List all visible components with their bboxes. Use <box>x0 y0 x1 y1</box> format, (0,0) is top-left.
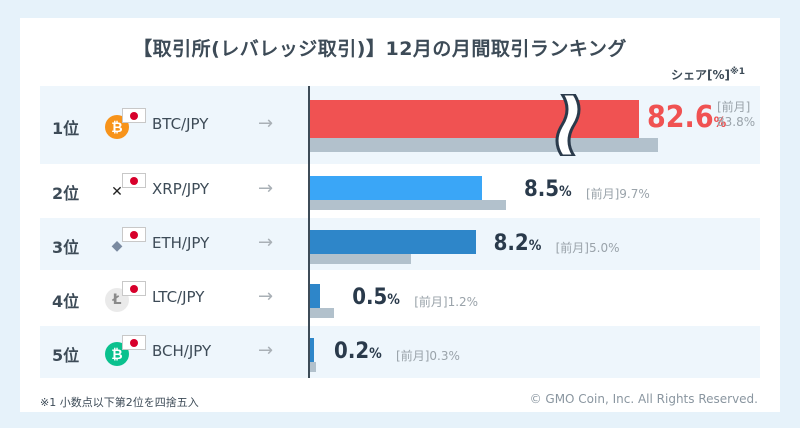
value-number: 8.2 <box>493 231 529 256</box>
pair-label: XRP/JPY <box>152 180 210 198</box>
ranking-row[interactable]: 2位 ✕ XRP/JPY → <box>40 164 760 216</box>
japan-flag-icon <box>122 281 146 296</box>
pair-label: BTC/JPY <box>152 115 209 133</box>
value-label: 8.5% <box>524 177 572 202</box>
pair-label: ETH/JPY <box>152 234 210 252</box>
percent-sign: % <box>528 238 542 254</box>
previous-month-label: [前月]0.3% <box>396 349 460 363</box>
japan-flag-icon <box>122 335 146 350</box>
ranking-row[interactable]: 5位 ₿ BCH/JPY → <box>40 326 760 378</box>
copyright: © GMO Coin, Inc. All Rights Reserved. <box>529 392 758 406</box>
value-number: 0.2 <box>334 339 370 364</box>
arrow-right-icon[interactable]: → <box>258 340 274 361</box>
bar-current <box>310 100 639 138</box>
share-note-mark: ※1 <box>729 67 745 77</box>
bar-previous <box>310 308 335 318</box>
previous-month-tag: [前月] <box>717 100 751 114</box>
axis-break-icon <box>554 92 584 160</box>
previous-month-label: [前月] 83.8% <box>717 100 755 130</box>
japan-flag-icon <box>122 173 146 188</box>
chart-axis <box>308 86 310 378</box>
previous-month-label: [前月]9.7% <box>585 187 650 201</box>
bar-current <box>310 284 321 308</box>
previous-month-label: [前月]5.0% <box>555 241 620 255</box>
percent-sign: % <box>559 184 572 200</box>
arrow-right-icon[interactable]: → <box>258 178 274 199</box>
ranking-row[interactable]: 4位 Ł LTC/JPY → <box>40 272 760 324</box>
bar-current <box>310 230 476 254</box>
previous-month-label: [前月]1.2% <box>414 295 479 309</box>
bar-current <box>310 176 482 200</box>
rank-label: 5位 <box>52 346 80 365</box>
percent-sign: % <box>369 346 382 362</box>
arrow-right-icon[interactable]: → <box>258 232 274 253</box>
share-label: シェア[%] <box>670 68 730 82</box>
ethereum-icon: ◆ <box>111 238 123 254</box>
xrp-icon: ✕ <box>111 184 123 200</box>
value-label: 82.6% <box>647 100 726 135</box>
bar-previous <box>310 200 506 210</box>
pair-label: BCH/JPY <box>152 342 212 360</box>
japan-flag-icon <box>122 227 146 242</box>
rank-label: 1位 <box>52 119 80 138</box>
value-label: 8.2% <box>494 231 542 256</box>
bar-current <box>310 338 315 362</box>
percent-sign: % <box>713 115 727 131</box>
percent-sign: % <box>387 292 400 308</box>
japan-flag-icon <box>122 108 146 123</box>
value-label: 0.5% <box>352 285 400 310</box>
value-label: 0.2% <box>334 339 382 364</box>
bar-previous <box>310 362 317 372</box>
bar-previous <box>310 138 658 152</box>
rank-label: 2位 <box>52 184 80 203</box>
previous-month-value: 83.8% <box>717 115 756 129</box>
arrow-right-icon[interactable]: → <box>258 113 274 134</box>
value-number: 8.5 <box>523 177 559 202</box>
pair-label: LTC/JPY <box>152 288 205 306</box>
chart-title: 【取引所(レバレッジ取引)】12月の月間取引ランキング <box>133 38 627 60</box>
value-number: 0.5 <box>352 285 388 310</box>
value-number: 82.6 <box>647 100 714 135</box>
bar-previous <box>310 254 411 264</box>
footnote: ※1 小数点以下第2位を四捨五入 <box>40 396 199 409</box>
rank-label: 4位 <box>52 292 80 311</box>
rank-label: 3位 <box>52 238 80 257</box>
arrow-right-icon[interactable]: → <box>258 286 274 307</box>
share-axis-label: シェア[%]※1 <box>671 66 745 83</box>
